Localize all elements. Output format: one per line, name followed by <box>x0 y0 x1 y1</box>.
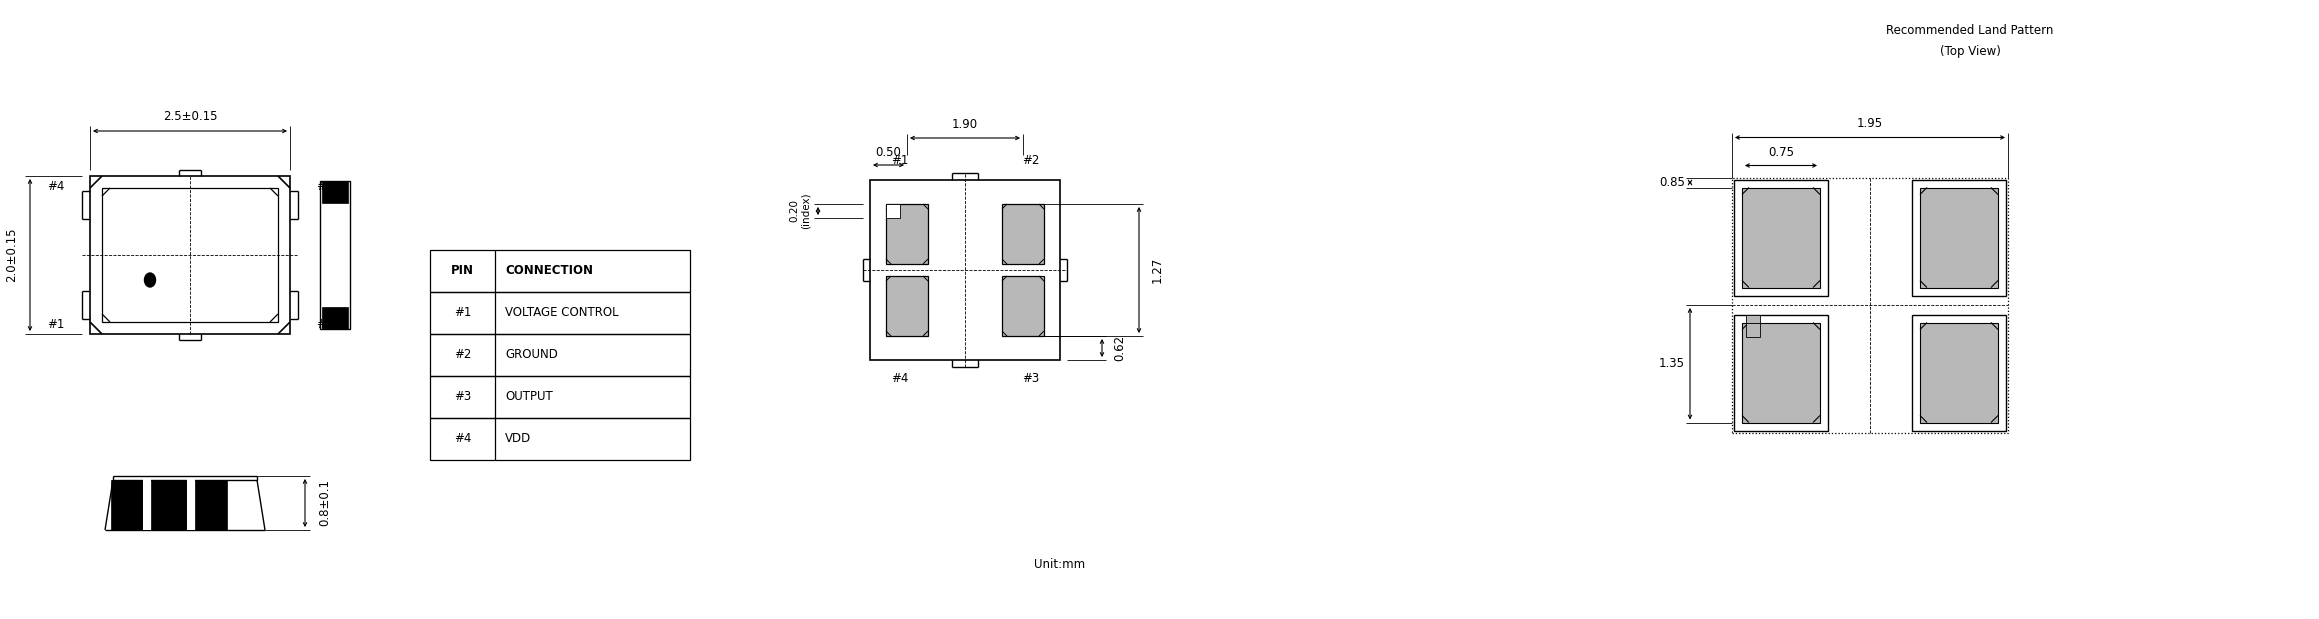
Bar <box>90 176 290 334</box>
Text: VDD: VDD <box>506 433 531 446</box>
Bar <box>429 334 691 376</box>
Bar <box>1742 188 1820 287</box>
Text: 1.95: 1.95 <box>1858 117 1883 130</box>
Bar <box>886 204 900 218</box>
Text: #3: #3 <box>1023 373 1039 386</box>
Bar <box>322 181 348 203</box>
Text: 0.85: 0.85 <box>1658 176 1686 189</box>
Text: GROUND: GROUND <box>506 348 559 361</box>
Text: 0.62: 0.62 <box>1113 335 1127 361</box>
Bar <box>886 204 928 264</box>
Text: 2.5±0.15: 2.5±0.15 <box>162 111 218 124</box>
Bar <box>188 479 195 530</box>
Bar <box>322 307 348 329</box>
Text: 0.75: 0.75 <box>1767 146 1795 159</box>
Text: 1.35: 1.35 <box>1658 357 1686 370</box>
Text: OUTPUT: OUTPUT <box>506 391 552 404</box>
Text: #3: #3 <box>455 391 471 404</box>
Text: PIN: PIN <box>450 264 473 277</box>
Bar <box>886 276 928 336</box>
Bar <box>151 480 188 530</box>
Bar <box>1920 188 1999 287</box>
Text: #2: #2 <box>455 348 471 361</box>
Bar <box>1920 322 1999 423</box>
Text: #4: #4 <box>890 373 909 386</box>
Bar <box>1732 178 2008 433</box>
Text: #2: #2 <box>315 318 334 331</box>
Ellipse shape <box>144 273 155 287</box>
Bar <box>1735 314 1827 430</box>
Text: #1: #1 <box>46 318 65 331</box>
Bar <box>1911 314 2006 430</box>
Bar <box>1911 180 2006 295</box>
Text: #1: #1 <box>455 306 471 319</box>
Bar <box>102 188 278 322</box>
Bar <box>870 180 1060 360</box>
Text: #3: #3 <box>315 180 334 193</box>
Bar <box>429 292 691 334</box>
Text: #2: #2 <box>1023 155 1039 168</box>
Bar <box>1002 276 1044 336</box>
Bar <box>144 479 151 530</box>
Text: 1.27: 1.27 <box>1150 257 1164 283</box>
Bar <box>429 376 691 418</box>
Text: #4: #4 <box>46 180 65 193</box>
Text: #4: #4 <box>455 433 471 446</box>
Bar <box>111 480 144 530</box>
Text: 0.20
(index): 0.20 (index) <box>788 193 812 229</box>
Text: VOLTAGE CONTROL: VOLTAGE CONTROL <box>506 306 619 319</box>
Bar <box>1746 314 1760 322</box>
Text: 1.90: 1.90 <box>951 118 979 131</box>
Bar <box>195 480 227 530</box>
Bar <box>320 181 350 329</box>
Text: 2.0±0.15: 2.0±0.15 <box>5 228 19 282</box>
Text: #1: #1 <box>890 155 909 168</box>
Bar <box>1746 322 1760 337</box>
Text: Unit:mm: Unit:mm <box>1034 558 1085 571</box>
Bar <box>429 418 691 460</box>
Text: 0.50: 0.50 <box>877 145 902 158</box>
Bar <box>1002 204 1044 264</box>
Bar <box>429 250 691 292</box>
Text: 0.8±0.1: 0.8±0.1 <box>318 480 332 527</box>
Text: CONNECTION: CONNECTION <box>506 264 594 277</box>
Text: Recommended Land Pattern: Recommended Land Pattern <box>1885 24 2055 37</box>
Bar <box>1742 322 1820 423</box>
Text: (Top View): (Top View) <box>1939 46 2001 59</box>
Bar <box>1735 180 1827 295</box>
